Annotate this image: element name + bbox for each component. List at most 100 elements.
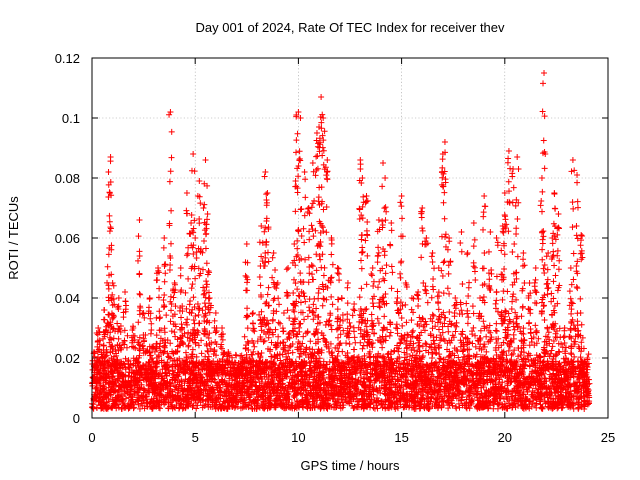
background-point <box>163 312 170 319</box>
background-point <box>249 357 256 364</box>
background-point <box>480 318 487 325</box>
background-point <box>153 332 160 339</box>
background-point <box>136 405 143 412</box>
background-point <box>265 326 272 333</box>
background-point <box>578 321 585 328</box>
background-point <box>232 351 239 358</box>
background-point <box>343 340 350 347</box>
background-point <box>429 354 436 361</box>
background-point <box>508 352 515 359</box>
background-point <box>171 329 178 336</box>
background-point <box>359 345 366 352</box>
background-point <box>307 338 314 345</box>
background-point <box>295 292 302 299</box>
background-point <box>376 304 383 311</box>
background-point <box>573 284 580 291</box>
background-point <box>275 333 282 340</box>
background-point <box>185 342 192 349</box>
background-point <box>493 320 500 327</box>
background-point <box>554 287 561 294</box>
background-point <box>374 405 381 412</box>
background-point <box>260 338 267 345</box>
background-point <box>541 317 548 324</box>
background-point <box>518 313 525 320</box>
background-point <box>275 319 282 326</box>
background-point <box>304 329 311 336</box>
background-point <box>401 400 408 407</box>
background-point <box>360 342 367 349</box>
background-point <box>123 395 130 402</box>
background-point <box>311 331 318 338</box>
background-point <box>335 348 342 355</box>
background-point <box>90 405 97 412</box>
background-point <box>345 330 352 337</box>
background-point <box>441 320 448 327</box>
background-point <box>320 295 327 302</box>
background-point <box>265 334 272 341</box>
background-point <box>452 403 459 410</box>
background-point <box>379 344 386 351</box>
background-point <box>327 340 334 347</box>
background-point <box>492 344 499 351</box>
background-point <box>296 353 303 360</box>
background-point <box>585 351 592 358</box>
background-point <box>446 308 453 315</box>
background-point <box>512 309 519 316</box>
background-point <box>328 293 335 300</box>
background-point <box>429 311 436 318</box>
background-point <box>544 394 551 401</box>
background-point <box>244 305 251 312</box>
background-point <box>123 344 130 351</box>
background-point <box>492 327 499 334</box>
background-point <box>156 327 163 334</box>
background-point <box>366 354 373 361</box>
background-point <box>164 359 171 366</box>
background-point <box>394 288 401 295</box>
background-point <box>435 326 442 333</box>
background-point <box>554 395 561 402</box>
background-point <box>436 355 443 362</box>
background-point <box>241 333 248 340</box>
background-point <box>167 293 174 300</box>
background-point <box>346 341 353 348</box>
background-point <box>344 311 351 318</box>
background-point <box>115 335 122 342</box>
background-point <box>370 282 377 289</box>
background-point <box>195 312 202 318</box>
background-point <box>335 334 342 341</box>
chart-title: Day 001 of 2024, Rate Of TEC Index for r… <box>195 20 505 35</box>
background-point <box>435 306 442 313</box>
background-point <box>485 327 492 334</box>
background-point <box>157 314 164 321</box>
background-point <box>445 328 452 335</box>
background-point <box>167 318 174 325</box>
background-point <box>526 363 533 370</box>
background-point <box>398 315 405 322</box>
background-point <box>244 279 251 286</box>
background-point <box>374 315 381 322</box>
background-point <box>410 327 417 334</box>
data-points <box>89 70 593 412</box>
background-point <box>369 344 376 351</box>
background-point <box>286 343 293 350</box>
background-point <box>147 315 154 322</box>
background-point <box>286 329 293 336</box>
background-point <box>472 343 479 350</box>
background-point <box>326 317 333 324</box>
background-point <box>117 322 124 329</box>
background-point <box>178 314 185 321</box>
background-point <box>194 300 201 307</box>
background-point <box>132 345 139 352</box>
background-point <box>533 404 540 411</box>
background-point <box>190 294 197 301</box>
background-point <box>135 401 142 408</box>
background-point <box>313 305 320 312</box>
background-point <box>265 302 272 309</box>
background-point <box>243 314 250 321</box>
background-point <box>459 331 466 338</box>
background-point <box>427 331 434 338</box>
background-point <box>320 332 327 339</box>
background-point <box>370 404 377 411</box>
background-point <box>289 349 296 356</box>
